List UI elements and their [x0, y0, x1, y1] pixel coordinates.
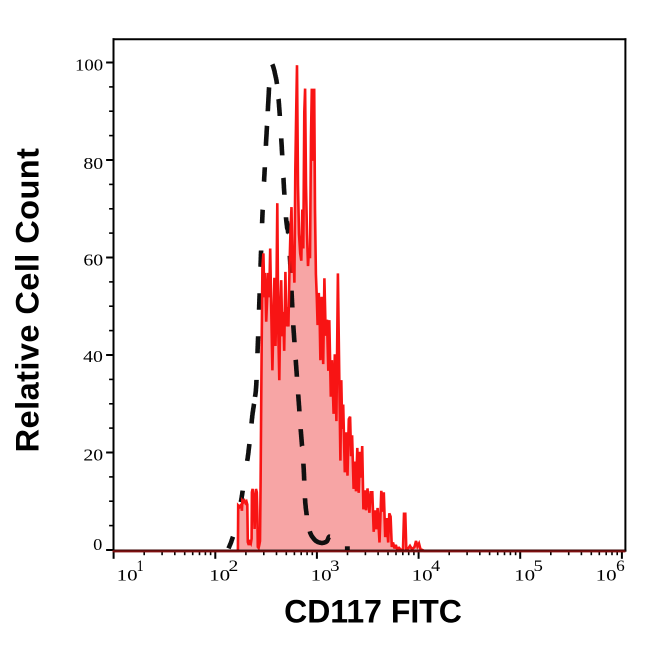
svg-text:1: 1: [137, 558, 144, 575]
svg-text:4: 4: [431, 558, 440, 575]
svg-text:3: 3: [330, 558, 339, 575]
svg-text:100: 100: [75, 56, 103, 75]
svg-text:10: 10: [514, 567, 535, 585]
svg-text:10: 10: [596, 567, 617, 585]
svg-text:10: 10: [209, 567, 230, 585]
svg-text:10: 10: [311, 567, 332, 585]
svg-text:5: 5: [534, 558, 543, 575]
svg-text:2: 2: [229, 558, 239, 575]
svg-text:80: 80: [83, 154, 103, 173]
svg-text:40: 40: [83, 347, 103, 366]
svg-text:CD117 FITC: CD117 FITC: [284, 593, 462, 629]
svg-text:60: 60: [83, 251, 103, 270]
svg-text:0: 0: [93, 535, 102, 554]
svg-text:6: 6: [616, 558, 625, 575]
svg-text:Relative Cell Count: Relative Cell Count: [10, 148, 46, 453]
svg-text:10: 10: [412, 567, 433, 585]
svg-text:20: 20: [83, 446, 103, 465]
svg-text:10: 10: [117, 567, 138, 585]
